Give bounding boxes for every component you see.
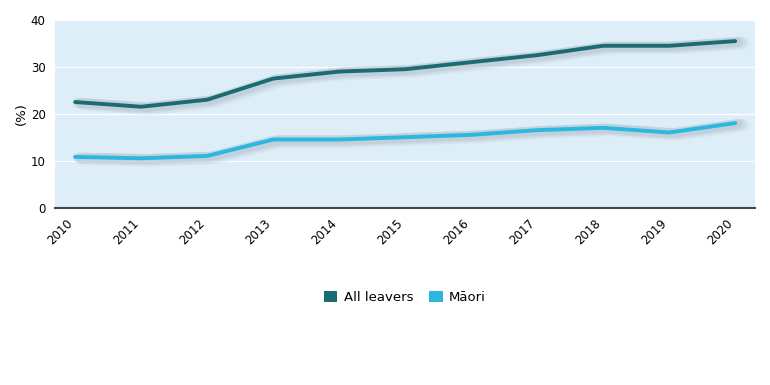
Legend: All leavers, Māori: All leavers, Māori (319, 285, 491, 310)
Y-axis label: (%): (%) (15, 102, 28, 125)
